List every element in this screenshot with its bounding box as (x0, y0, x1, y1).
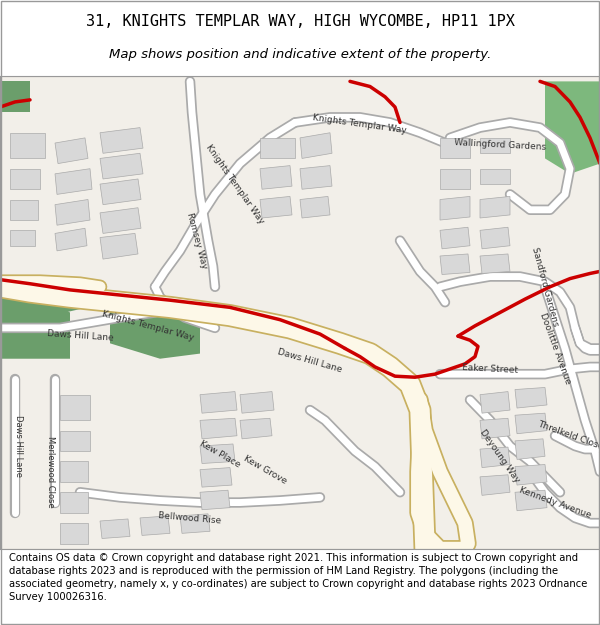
Polygon shape (515, 413, 547, 434)
Polygon shape (10, 199, 38, 220)
Polygon shape (55, 138, 88, 164)
Text: Sandford Gardens: Sandford Gardens (530, 246, 560, 328)
Polygon shape (10, 169, 40, 189)
Polygon shape (300, 132, 332, 158)
Polygon shape (200, 468, 232, 487)
Polygon shape (110, 302, 200, 359)
Polygon shape (260, 196, 292, 218)
Text: Bellwood Rise: Bellwood Rise (158, 511, 222, 525)
Polygon shape (515, 464, 547, 485)
Text: Deyoung Way: Deyoung Way (478, 428, 521, 484)
Polygon shape (480, 169, 510, 184)
Polygon shape (440, 196, 470, 220)
Polygon shape (0, 287, 110, 312)
Polygon shape (480, 228, 510, 249)
Text: Contains OS data © Crown copyright and database right 2021. This information is : Contains OS data © Crown copyright and d… (9, 552, 587, 602)
Polygon shape (545, 81, 600, 174)
Polygon shape (140, 516, 170, 536)
Polygon shape (300, 166, 332, 189)
Polygon shape (480, 475, 510, 496)
Polygon shape (0, 302, 70, 359)
Polygon shape (60, 394, 90, 421)
Polygon shape (180, 514, 210, 533)
Polygon shape (0, 81, 30, 112)
Polygon shape (100, 519, 130, 539)
Polygon shape (55, 169, 92, 194)
Polygon shape (10, 132, 45, 158)
Text: Romsey Way: Romsey Way (185, 211, 209, 269)
Text: Wallingford Gardens: Wallingford Gardens (454, 138, 546, 152)
Polygon shape (60, 492, 88, 512)
Text: Eaker Street: Eaker Street (462, 363, 518, 375)
Polygon shape (515, 439, 545, 459)
Polygon shape (260, 166, 292, 189)
Polygon shape (300, 196, 330, 218)
Polygon shape (100, 208, 141, 233)
Text: Map shows position and indicative extent of the property.: Map shows position and indicative extent… (109, 48, 491, 61)
Polygon shape (55, 228, 87, 251)
Text: Daws Hill Lane: Daws Hill Lane (46, 329, 113, 343)
Polygon shape (120, 297, 250, 322)
Text: Doolittle Avenue: Doolittle Avenue (538, 311, 572, 386)
Polygon shape (260, 138, 295, 158)
Text: Knights Templar Way: Knights Templar Way (313, 114, 407, 136)
Polygon shape (480, 447, 510, 468)
Polygon shape (100, 179, 141, 204)
Polygon shape (60, 431, 90, 451)
Polygon shape (10, 231, 35, 246)
Polygon shape (200, 392, 237, 413)
Polygon shape (480, 196, 510, 218)
Polygon shape (440, 169, 470, 189)
Polygon shape (480, 138, 510, 153)
Polygon shape (480, 392, 510, 413)
Text: Kew Place: Kew Place (198, 439, 242, 469)
Polygon shape (240, 418, 272, 439)
Polygon shape (480, 418, 510, 439)
Text: Threlkeld Close: Threlkeld Close (536, 420, 600, 452)
Text: Knights Templar Way: Knights Templar Way (204, 142, 266, 226)
Polygon shape (55, 199, 90, 225)
Text: Kennedy Avenue: Kennedy Avenue (518, 486, 592, 520)
Polygon shape (515, 490, 547, 511)
Text: Merlewood Close: Merlewood Close (46, 436, 55, 508)
Polygon shape (60, 523, 88, 544)
Text: Kew Grove: Kew Grove (242, 454, 288, 486)
Polygon shape (100, 153, 143, 179)
Polygon shape (100, 233, 138, 259)
Text: Daws Hill Lane: Daws Hill Lane (13, 415, 23, 477)
Polygon shape (60, 461, 88, 482)
Text: Daws Hill Lane: Daws Hill Lane (277, 348, 343, 374)
Polygon shape (480, 254, 510, 274)
Polygon shape (440, 138, 470, 158)
Polygon shape (515, 388, 547, 408)
Text: Knights Templar Way: Knights Templar Way (101, 309, 195, 342)
Polygon shape (240, 392, 274, 413)
Polygon shape (100, 127, 143, 153)
Polygon shape (440, 254, 470, 274)
Polygon shape (440, 228, 470, 249)
Text: 31, KNIGHTS TEMPLAR WAY, HIGH WYCOMBE, HP11 1PX: 31, KNIGHTS TEMPLAR WAY, HIGH WYCOMBE, H… (86, 14, 514, 29)
Polygon shape (200, 444, 235, 464)
Polygon shape (200, 490, 230, 510)
Polygon shape (200, 418, 237, 439)
